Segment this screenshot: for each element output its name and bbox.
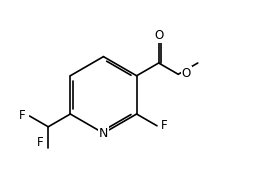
Text: F: F <box>37 136 44 149</box>
Text: O: O <box>182 67 191 80</box>
Text: F: F <box>161 119 168 132</box>
Text: N: N <box>99 127 108 140</box>
Text: O: O <box>154 29 163 42</box>
Text: F: F <box>19 109 25 122</box>
